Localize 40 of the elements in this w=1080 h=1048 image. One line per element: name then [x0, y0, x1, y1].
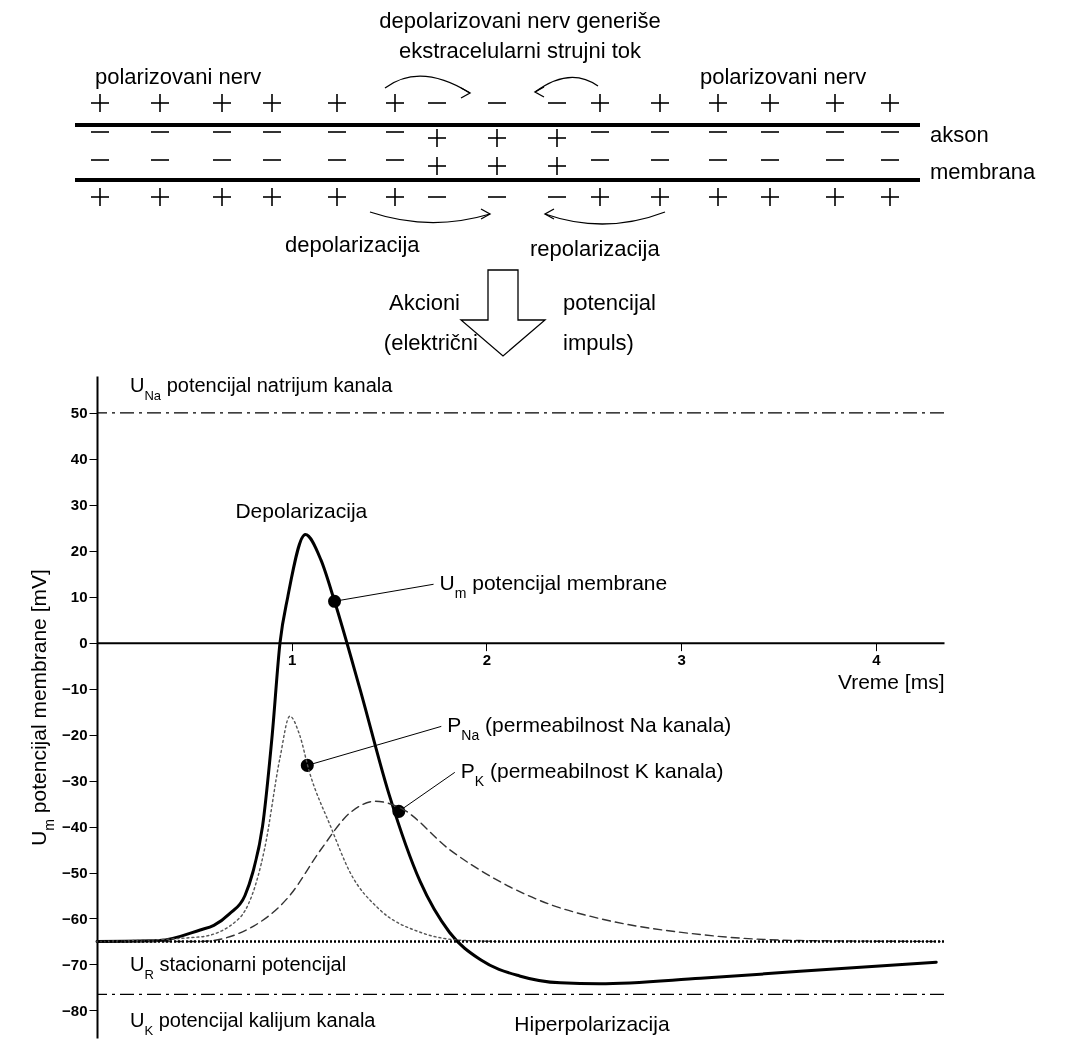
y-tick-label: −10: [62, 680, 88, 698]
ref-line-label: U$_{K}$ potencijal kalijum kanala: [130, 1009, 377, 1038]
line-series: [96, 800, 941, 943]
x-axis-title: Vreme [ms]: [837, 670, 945, 694]
y-tick-label: −40: [62, 818, 88, 836]
text: Akcioni: [389, 290, 460, 315]
text: depolarizovani nerv generiše: [379, 8, 661, 33]
annotation: Depolarizacija: [235, 498, 368, 522]
text: (električni: [383, 330, 478, 355]
y-tick-label: 50: [70, 404, 88, 422]
x-tick-label: 3: [677, 651, 686, 669]
x-tick-label: 2: [482, 651, 492, 669]
text: akson: [930, 122, 989, 147]
annotation: U$_{m}$ potencijal membrane: [439, 571, 668, 602]
annotation: P$_{Na}$ (permeabilnost Na kanala): [447, 713, 732, 744]
x-tick-label: 1: [288, 651, 297, 669]
text: polarizovani nerv: [95, 64, 262, 89]
text: potencijal: [563, 290, 656, 315]
y-tick-label: −20: [62, 726, 88, 744]
text: depolarizacija: [285, 232, 421, 257]
y-tick-label: 20: [70, 542, 88, 560]
y-tick-label: 30: [70, 496, 88, 514]
text: repolarizacija: [530, 236, 661, 261]
y-tick-label: 0: [79, 634, 88, 652]
annotation: Hiperpolarizacija: [514, 1011, 670, 1035]
y-tick-label: −30: [62, 772, 88, 790]
text: ekstracelularni strujni tok: [398, 38, 643, 63]
x-tick-label: 4: [872, 651, 882, 669]
text: impuls): [563, 330, 634, 355]
text: polarizovani nerv: [700, 64, 867, 89]
ref-line-label: U$_{Na}$ potencijal natrijum kanala: [130, 373, 394, 403]
annotation: P$_{K}$ (permeabilnost K kanala): [460, 759, 724, 790]
y-tick-label: 10: [70, 588, 88, 606]
ref-line-label: U$_{R}$ stacionarni potencijal: [130, 953, 347, 982]
y-tick-label: 40: [70, 450, 88, 468]
text: membrana: [930, 159, 1036, 184]
y-tick-label: −70: [62, 955, 88, 973]
y-tick-label: −80: [62, 1001, 88, 1019]
y-tick-label: −50: [62, 864, 88, 881]
y-tick-label: −60: [62, 909, 88, 927]
